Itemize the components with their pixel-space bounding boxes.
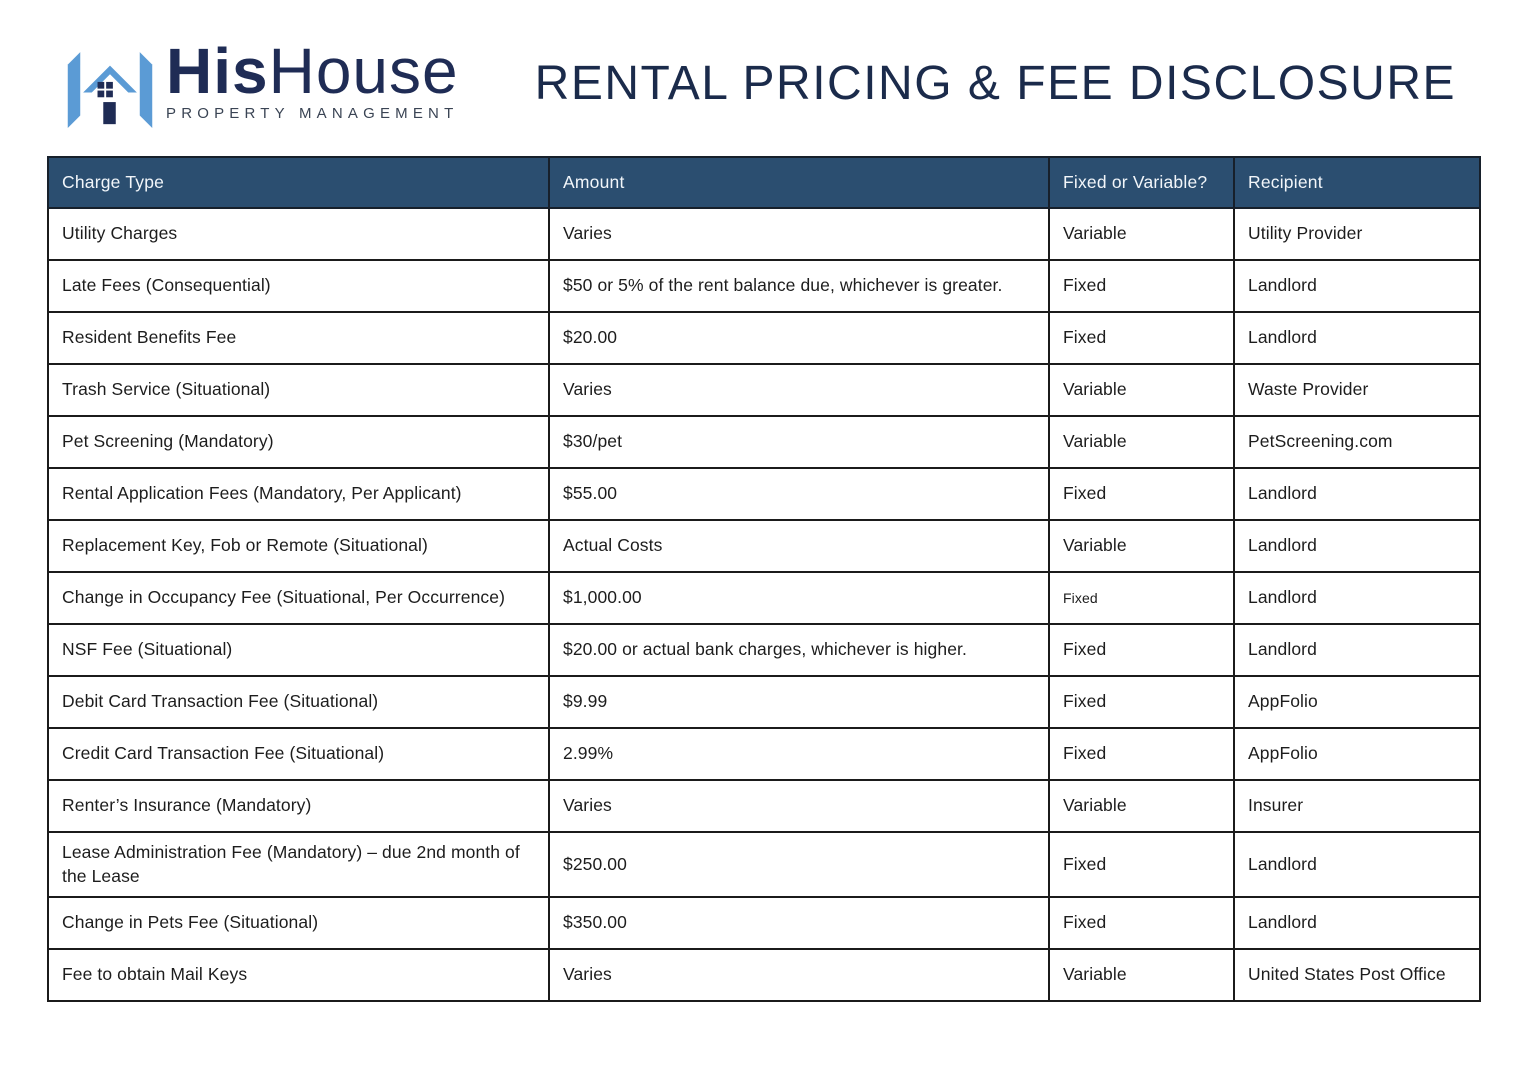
cell-charge-type: Utility Charges — [47, 207, 550, 261]
cell-fixed-or-variable: Fixed — [1048, 896, 1235, 951]
cell-charge-type: Resident Benefits Fee — [47, 311, 550, 365]
cell-recipient: Landlord — [1233, 896, 1481, 951]
table-row: Fee to obtain Mail Keys Varies Variable Uni… — [47, 948, 1481, 1003]
cell-charge-type: NSF Fee (Situational) — [47, 623, 550, 677]
cell-amount: $1,000.00 — [548, 571, 1050, 625]
cell-recipient: United States Post Office — [1233, 948, 1481, 1003]
page-header: HisHouse PROPERTY MANAGEMENT RENTAL PRIC… — [0, 0, 1528, 148]
cell-amount: $30/pet — [548, 415, 1050, 469]
table-row: Debit Card Transaction Fee (Situational)… — [47, 675, 1481, 729]
brand-name-bold: His — [166, 34, 269, 107]
table-row: Renter’s Insurance (Mandatory) Varies Vari… — [47, 779, 1481, 833]
cell-recipient: Landlord — [1233, 311, 1481, 365]
cell-amount: 2.99% — [548, 727, 1050, 781]
cell-amount: $250.00 — [548, 830, 1050, 899]
column-header-fixed-or-variable: Fixed or Variable? — [1048, 156, 1235, 209]
cell-fixed-or-variable: Variable — [1048, 948, 1235, 1003]
page-title: RENTAL PRICING & FEE DISCLOSURE — [534, 56, 1456, 110]
table-header-row: Charge Type Amount Fixed or Variable? Re… — [47, 156, 1481, 209]
cell-charge-type: Renter’s Insurance (Mandatory) — [47, 779, 550, 833]
table-row: Rental Application Fees (Mandatory, Per … — [47, 467, 1481, 521]
cell-charge-type: Change in Pets Fee (Situational) — [47, 896, 550, 951]
cell-charge-type: Replacement Key, Fob or Remote (Situatio… — [47, 519, 550, 573]
cell-fixed-or-variable: Variable — [1048, 207, 1235, 261]
cell-amount: Varies — [548, 363, 1050, 417]
table-row: Pet Screening (Mandatory) $30/pet Variable… — [47, 415, 1481, 469]
table-row: Utility Charges Varies Variable Utility Pro… — [47, 207, 1481, 261]
cell-amount: Varies — [548, 779, 1050, 833]
cell-charge-type: Credit Card Transaction Fee (Situational… — [47, 727, 550, 781]
table-header: Charge Type Amount Fixed or Variable? Re… — [47, 156, 1481, 209]
cell-recipient: Insurer — [1233, 779, 1481, 833]
table-row: Change in Pets Fee (Situational) $350.00 F… — [47, 896, 1481, 951]
cell-recipient: Landlord — [1233, 519, 1481, 573]
table-row: Lease Administration Fee (Mandatory) – d… — [47, 830, 1481, 899]
brand-name-light: House — [268, 34, 459, 107]
cell-fixed-or-variable: Variable — [1048, 415, 1235, 469]
cell-recipient: AppFolio — [1233, 675, 1481, 729]
cell-fixed-or-variable: Variable — [1048, 519, 1235, 573]
column-header-amount: Amount — [548, 156, 1050, 209]
brand-name: HisHouse — [166, 39, 459, 103]
cell-amount: Actual Costs — [548, 519, 1050, 573]
table-row: Change in Occupancy Fee (Situational, Pe… — [47, 571, 1481, 625]
cell-fixed-or-variable: Fixed — [1048, 675, 1235, 729]
cell-amount: $350.00 — [548, 896, 1050, 951]
table-row: Replacement Key, Fob or Remote (Situatio… — [47, 519, 1481, 573]
company-logo: HisHouse PROPERTY MANAGEMENT — [62, 30, 459, 130]
cell-amount: $9.99 — [548, 675, 1050, 729]
brand-subtitle: PROPERTY MANAGEMENT — [166, 104, 459, 122]
cell-charge-type: Pet Screening (Mandatory) — [47, 415, 550, 469]
cell-amount: $50 or 5% of the rent balance due, which… — [548, 259, 1050, 313]
cell-fixed-or-variable: Variable — [1048, 363, 1235, 417]
cell-charge-type: Change in Occupancy Fee (Situational, Pe… — [47, 571, 550, 625]
cell-amount: Varies — [548, 207, 1050, 261]
cell-fixed-or-variable: Fixed — [1048, 830, 1235, 899]
cell-fixed-or-variable: Fixed — [1048, 467, 1235, 521]
column-header-recipient: Recipient — [1233, 156, 1481, 209]
cell-fixed-or-variable: Fixed — [1048, 571, 1235, 625]
cell-amount: $55.00 — [548, 467, 1050, 521]
table-row: Trash Service (Situational) Varies Variabl… — [47, 363, 1481, 417]
column-header-charge-type: Charge Type — [47, 156, 550, 209]
table-row: Resident Benefits Fee $20.00 Fixed Landlord — [47, 311, 1481, 365]
cell-recipient: Landlord — [1233, 467, 1481, 521]
house-logo-icon — [62, 30, 158, 130]
cell-charge-type: Fee to obtain Mail Keys — [47, 948, 550, 1003]
cell-recipient: Landlord — [1233, 830, 1481, 899]
table-row: NSF Fee (Situational) $20.00 or actual ba… — [47, 623, 1481, 677]
cell-charge-type: Lease Administration Fee (Mandatory) – d… — [47, 830, 550, 899]
cell-amount: $20.00 or actual bank charges, whichever… — [548, 623, 1050, 677]
cell-fixed-or-variable: Fixed — [1048, 727, 1235, 781]
cell-recipient: AppFolio — [1233, 727, 1481, 781]
cell-amount: $20.00 — [548, 311, 1050, 365]
cell-charge-type: Rental Application Fees (Mandatory, Per … — [47, 467, 550, 521]
table-row: Credit Card Transaction Fee (Situational… — [47, 727, 1481, 781]
logo-text: HisHouse PROPERTY MANAGEMENT — [166, 39, 459, 122]
table-row: Late Fees (Consequential) $50 or 5% of th… — [47, 259, 1481, 313]
cell-fixed-or-variable: Variable — [1048, 779, 1235, 833]
cell-fixed-or-variable: Fixed — [1048, 311, 1235, 365]
cell-charge-type: Trash Service (Situational) — [47, 363, 550, 417]
cell-charge-type: Debit Card Transaction Fee (Situational) — [47, 675, 550, 729]
fee-disclosure-table: Charge Type Amount Fixed or Variable? Re… — [47, 156, 1481, 1003]
cell-amount: Varies — [548, 948, 1050, 1003]
cell-recipient: Landlord — [1233, 623, 1481, 677]
table-body: Utility Charges Varies Variable Utility Pro… — [47, 207, 1481, 1003]
cell-recipient: PetScreening.com — [1233, 415, 1481, 469]
cell-recipient: Landlord — [1233, 571, 1481, 625]
cell-fixed-or-variable: Fixed — [1048, 623, 1235, 677]
cell-fixed-or-variable: Fixed — [1048, 259, 1235, 313]
cell-charge-type: Late Fees (Consequential) — [47, 259, 550, 313]
cell-recipient: Waste Provider — [1233, 363, 1481, 417]
cell-recipient: Landlord — [1233, 259, 1481, 313]
cell-recipient: Utility Provider — [1233, 207, 1481, 261]
